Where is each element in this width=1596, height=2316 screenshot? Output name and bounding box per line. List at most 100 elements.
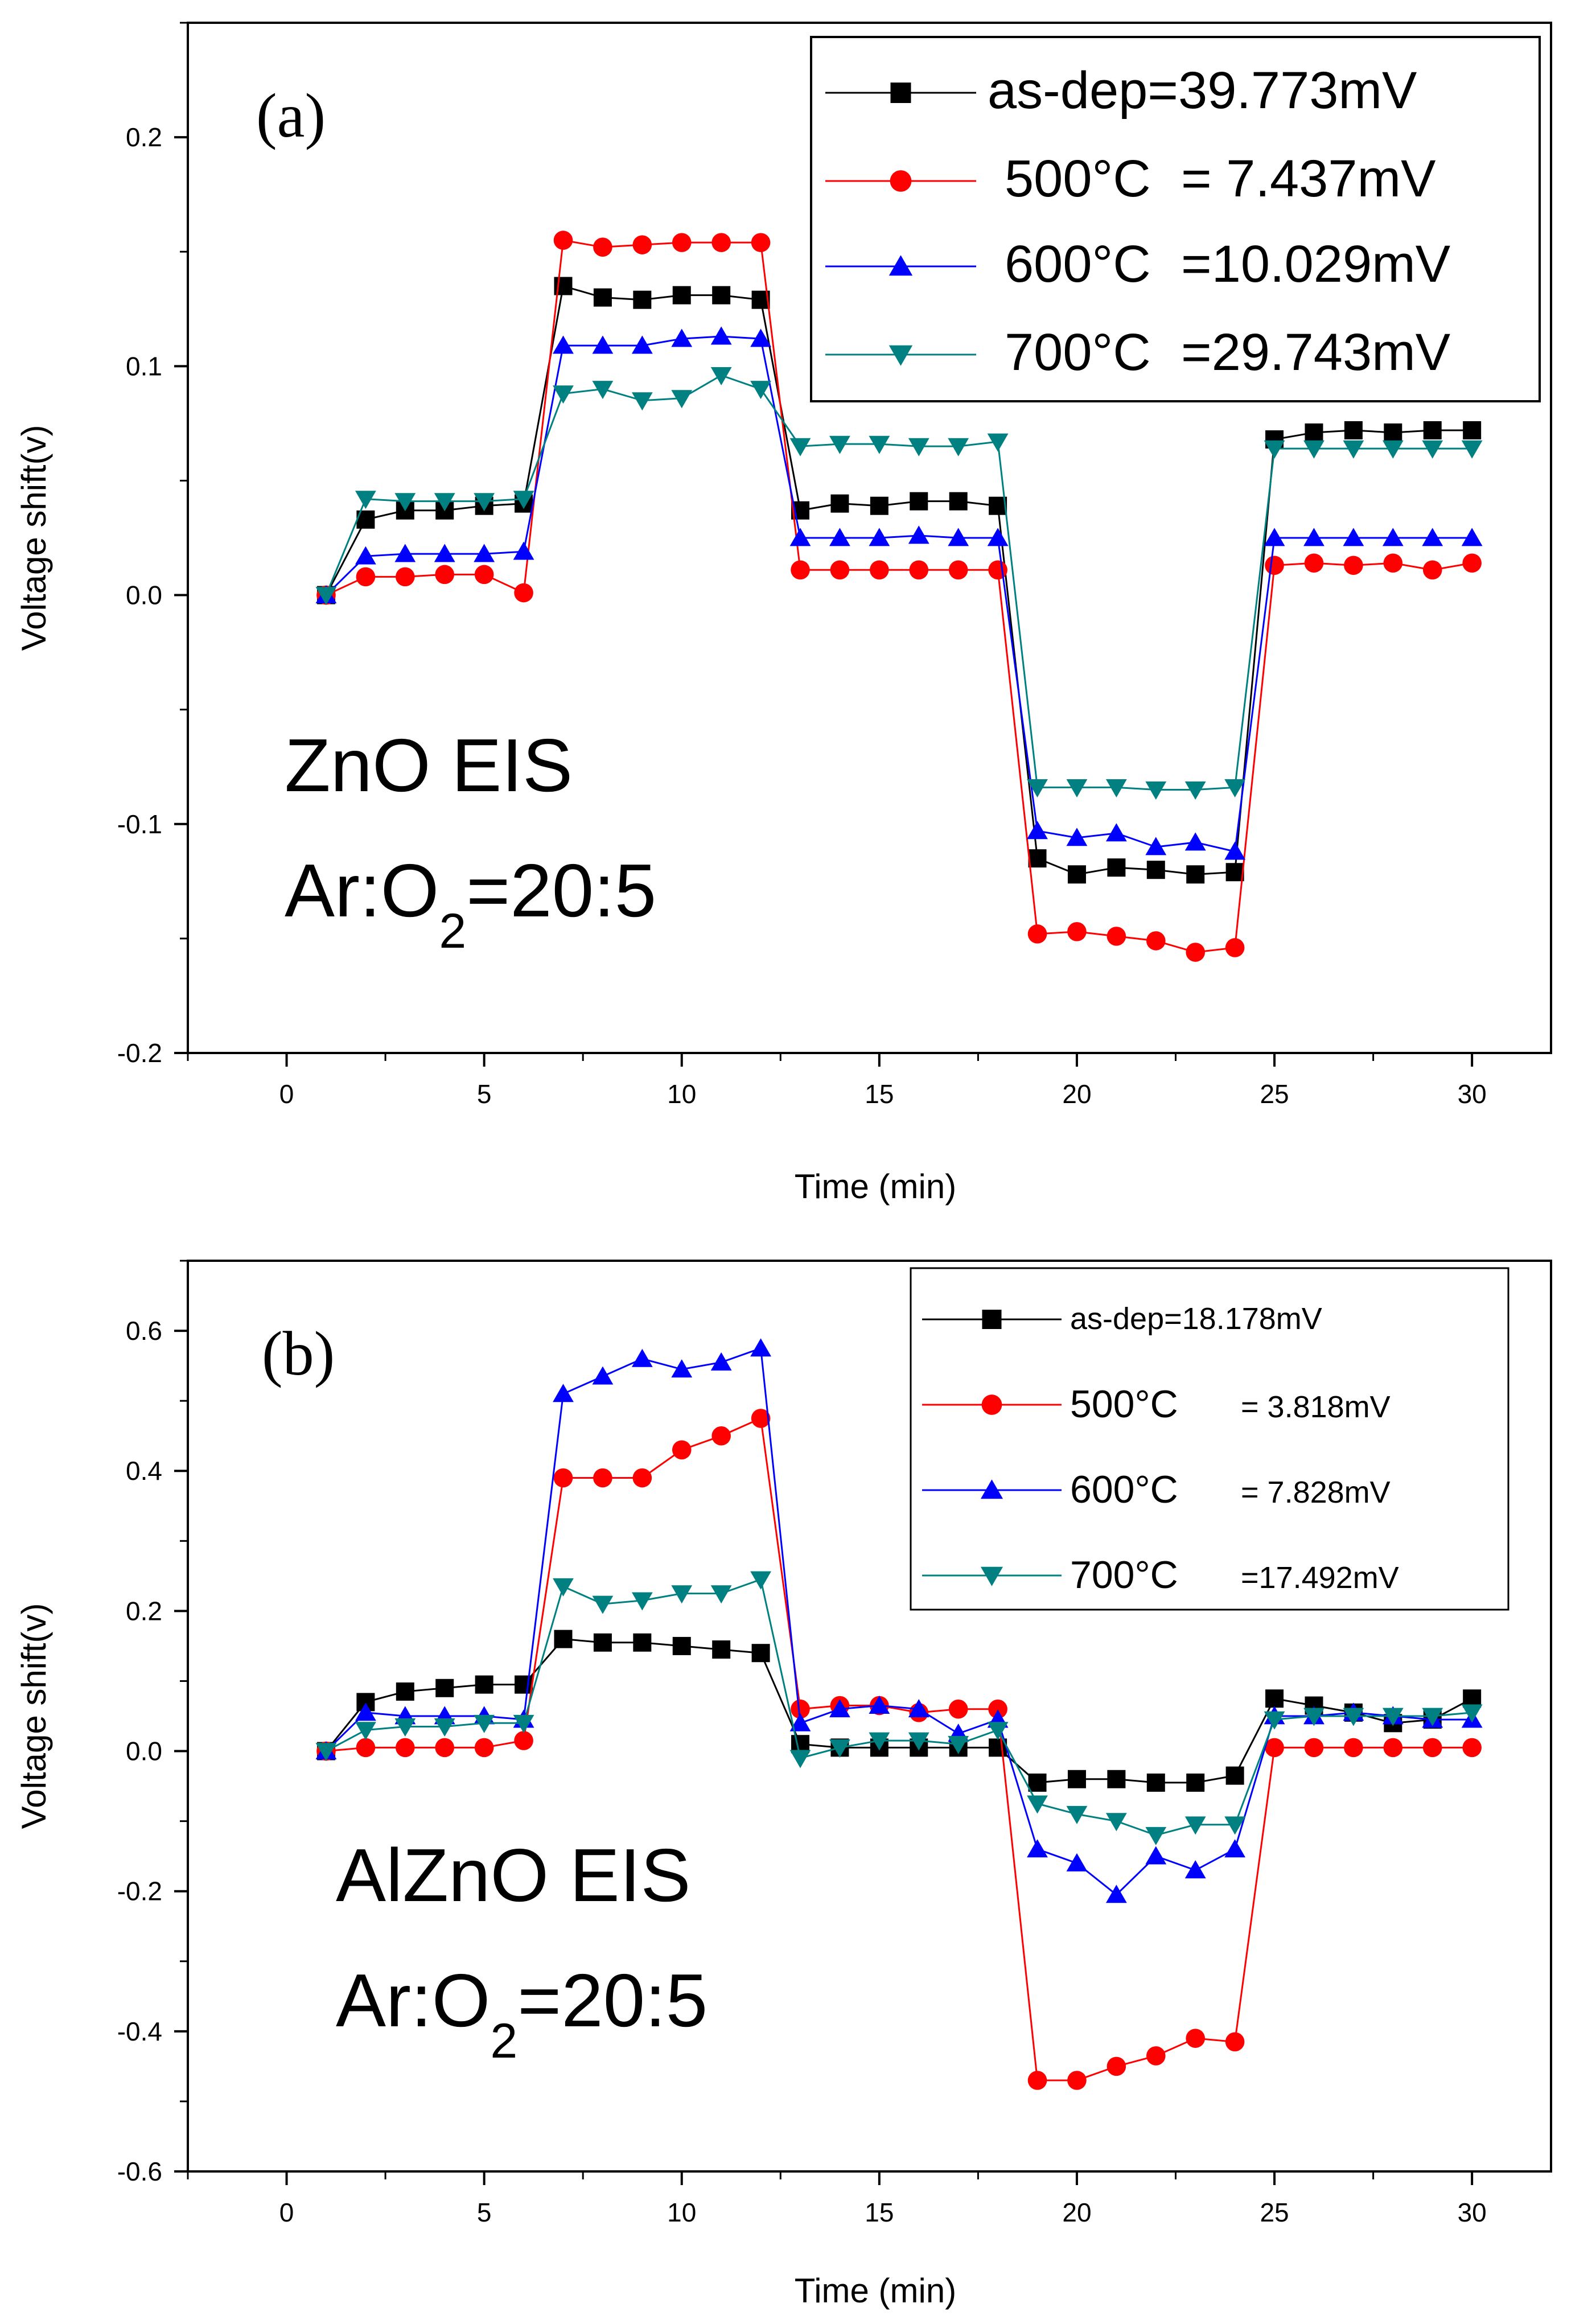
- chart-a-series-c700-point: [908, 438, 929, 456]
- chart-b-series-c500-point: [1067, 2071, 1087, 2090]
- chart-b-legend-700-value: =17.492mV: [1241, 1561, 1399, 1595]
- chart-a-series-c600-point: [710, 326, 732, 345]
- chart-b-series-c500-point: [791, 1699, 810, 1719]
- chart-a-series-c500-point: [672, 233, 692, 252]
- chart-b-legend: as-dep=18.178mV 500°C = 3.818mV 600°C = 7.…: [910, 1267, 1509, 1611]
- chart-b-series-c700-point: [1105, 1813, 1127, 1832]
- chart-b-legend-500-value: = 3.818mV: [1241, 1390, 1391, 1424]
- chart-a-series-c600-point: [1264, 528, 1285, 546]
- chart-a-legend: as-dep=39.773mV 500°C = 7.437mV 600°C =10.…: [810, 36, 1541, 402]
- chart-b-series-c600-point: [553, 1384, 574, 1402]
- chart-a-series-c500-point: [791, 560, 810, 580]
- chart-b-annotation-line2: Ar:O2=20:5: [336, 1959, 707, 2068]
- chart-b-series-as_dep-point: [1186, 1773, 1205, 1792]
- chart-b-legend-box: [910, 1267, 1509, 1611]
- chart-b-legend-label-700: 700°C =17.492mV: [1070, 1553, 1399, 1597]
- chart-a-series-c500-point: [1146, 931, 1166, 951]
- chart-a-series-c500-point: [632, 235, 652, 254]
- chart-b-series-c700-point: [1343, 1708, 1364, 1726]
- chart-a-series-c500-point: [1462, 553, 1482, 573]
- chart-b-series-c700-line: [326, 1578, 1472, 1836]
- chart-a-series-c600-point: [513, 541, 534, 560]
- chart-a-legend-600-temp: 600°C: [1005, 235, 1151, 293]
- chart-a-series-c600-point: [1422, 528, 1443, 546]
- chart-a-annotation-line1: ZnO EIS: [285, 723, 573, 807]
- chart-b-series-c500-point: [1344, 1738, 1363, 1758]
- chart-a-series-as_dep-point: [1305, 423, 1323, 442]
- chart-a-legend-box: [810, 36, 1541, 402]
- chart-a-annotation-sub: 2: [439, 904, 466, 959]
- chart-b-series-c500-point: [1106, 2056, 1126, 2076]
- chart-b-x-tick-label: 10: [667, 2198, 696, 2227]
- chart-b-y-tick-label: 0.4: [126, 1456, 162, 1486]
- chart-b-series-c500-point: [988, 1699, 1007, 1719]
- chart-b-series-c500-point: [553, 1468, 573, 1488]
- chart-a-series-as_dep-point: [870, 496, 889, 515]
- chart-a-series-c700-point: [1461, 440, 1483, 459]
- chart-b-panel-label: (b): [262, 1319, 335, 1388]
- chart-a-series-c500-point: [553, 231, 573, 250]
- chart-b-y-tick-label: -0.6: [117, 2157, 162, 2186]
- chart-b-series-c500-point: [1304, 1738, 1324, 1758]
- chart-b-series-c500-point: [632, 1468, 652, 1488]
- chart-a-series-c500-point: [909, 560, 929, 580]
- chart-a-series-c700-point: [987, 433, 1009, 452]
- chart-a-series-c600: [315, 326, 1483, 860]
- chart-a-series-c500-point: [830, 560, 850, 580]
- chart-b-series-c600-point: [1066, 1853, 1088, 1871]
- chart-b-x-tick-label: 5: [477, 2198, 492, 2227]
- chart-a-legend-500-value: = 7.437mV: [1181, 150, 1436, 208]
- chart-a-series-as_dep-point: [672, 286, 691, 305]
- chart-a-series-c600-point: [631, 335, 653, 354]
- chart-b-y-tick-label: 0.6: [126, 1316, 162, 1346]
- chart-b-series-c700-point: [908, 1732, 929, 1751]
- chart-a-series-c600-point: [1303, 528, 1324, 546]
- chart-a-series-c600-point: [671, 328, 693, 347]
- chart-a-series-as_dep-point: [1067, 865, 1086, 884]
- chart-b-series-c700-point: [1224, 1816, 1246, 1835]
- chart-a-series-c700-point: [474, 493, 495, 512]
- chart-a-series-c500-point: [988, 560, 1007, 580]
- chart-b-legend-600-value: = 7.828mV: [1241, 1475, 1391, 1509]
- chart-a: 0 5 10 15 20 25 30 -0.2 -0.1 0.0 0.1 0.2 (a) ZnO EI…: [15, 22, 1552, 1206]
- chart-b-series-c700-point: [355, 1722, 376, 1741]
- chart-b-series-c500-point: [356, 1738, 376, 1758]
- chart-b-series-c600-point: [750, 1338, 771, 1357]
- chart-b-series-c500-point: [1265, 1738, 1284, 1758]
- chart-a-series-c600-point: [789, 528, 811, 546]
- chart-a-annotation-pre: Ar:O: [285, 849, 439, 932]
- chart-b-y-tick-label: -0.2: [117, 1877, 162, 1906]
- chart-a-series-c500-point: [751, 233, 771, 252]
- chart-b-series-as_dep-point: [396, 1682, 414, 1701]
- chart-a-legend-700-temp: 700°C: [1005, 323, 1151, 381]
- chart-b-legend-label-500: 500°C = 3.818mV: [1070, 1383, 1391, 1426]
- chart-b-legend-sample-c700-marker: [980, 1566, 1003, 1586]
- chart-a-series-c600-point: [1145, 837, 1167, 855]
- chart-a-series-as_dep-point: [1384, 423, 1402, 442]
- chart-a-series-c600-point: [1382, 528, 1404, 546]
- chart-a-series-as_dep-point: [1423, 421, 1442, 439]
- chart-b-y-tick-label: 0.0: [126, 1737, 162, 1766]
- chart-b-series-c500-point: [1186, 2029, 1206, 2048]
- chart-a-ticks: 0 5 10 15 20 25 30 -0.2 -0.1 0.0 0.1 0.2: [117, 22, 1487, 1109]
- chart-b-legend-500-temp: 500°C: [1070, 1383, 1178, 1426]
- chart-b: 0 5 10 15 20 25 30 -0.6 -0.4 -0.2 0.0 0.2 0.4 0.6 (b)…: [15, 1260, 1552, 2310]
- chart-b-series-c500-point: [1146, 2046, 1166, 2066]
- chart-a-series-as_dep-point: [949, 492, 968, 511]
- chart-a-legend-600-value: =10.029mV: [1181, 235, 1450, 293]
- chart-a-series-c700-point: [394, 493, 416, 512]
- chart-a-x-axis-title: Time (min): [795, 1167, 956, 1206]
- chart-a-series-c700-line: [325, 374, 1472, 791]
- chart-b-series-as_dep-point: [1225, 1766, 1244, 1785]
- chart-a-series-c600-point: [553, 335, 574, 354]
- chart-a-x-tick-label: 5: [477, 1079, 492, 1109]
- chart-b-series-c600-point: [710, 1352, 732, 1371]
- chart-a-series-c500-point: [1067, 922, 1087, 941]
- chart-a-x-tick-label: 10: [667, 1079, 696, 1109]
- chart-a-annotation-post: =20:5: [466, 849, 656, 932]
- chart-b-annotation-sub: 2: [490, 2014, 517, 2068]
- chart-b-legend-label-600: 600°C = 7.828mV: [1070, 1468, 1391, 1511]
- chart-a-x-tick-label: 30: [1458, 1079, 1487, 1109]
- chart-a-x-tick-label: 15: [865, 1079, 894, 1109]
